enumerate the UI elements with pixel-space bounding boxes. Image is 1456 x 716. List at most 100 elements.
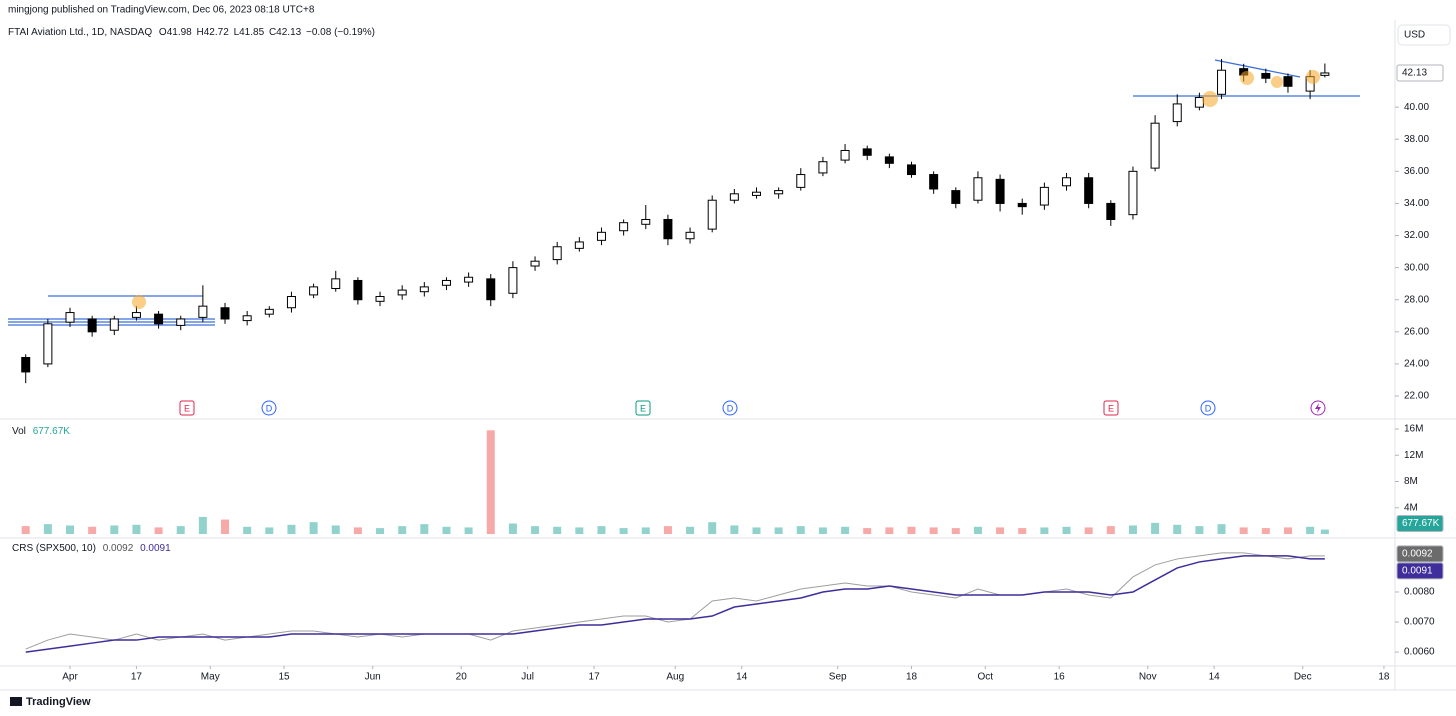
candle-body — [1217, 69, 1227, 95]
highlight — [1202, 91, 1218, 107]
y-tick-label: 24.00 — [1404, 359, 1429, 370]
event-label: D — [727, 403, 734, 413]
candle-body — [574, 241, 584, 249]
last-crs-ma: 0.0091 — [1402, 566, 1433, 577]
highlight — [1271, 76, 1283, 88]
x-tick-label: Sep — [829, 672, 847, 683]
volume-bar — [1173, 524, 1182, 534]
candle-body — [973, 177, 983, 201]
candle-body — [751, 191, 761, 196]
volume-bar — [553, 526, 562, 534]
volume-bar — [907, 526, 916, 534]
event-badge[interactable] — [1200, 400, 1216, 416]
highlight — [132, 295, 146, 309]
event-badge[interactable] — [179, 400, 195, 416]
ohlc-value: 41.98 — [167, 27, 192, 38]
change: −0.08 (−0.19%) — [306, 27, 375, 38]
volume-bar — [1040, 527, 1049, 534]
candle-body — [774, 190, 784, 195]
legend: FTAI Aviation Ltd., 1D, NASDAQ O41.98 H4… — [8, 27, 375, 38]
event-badge[interactable] — [722, 400, 738, 416]
volume-last: 677.67K — [33, 426, 71, 437]
volume-bar — [1283, 527, 1292, 534]
candle-body — [264, 308, 274, 315]
candle-body — [1320, 72, 1330, 76]
candle-body — [685, 231, 695, 240]
candle-body — [1106, 202, 1116, 220]
candle-body — [907, 164, 917, 176]
volume-bar — [353, 527, 362, 534]
volume-bar — [66, 525, 75, 534]
y-tick-label: 32.00 — [1404, 230, 1429, 241]
volume-bar — [841, 526, 850, 534]
volume-bar — [221, 519, 230, 534]
last-price: 42.13 — [1402, 68, 1427, 79]
x-tick-label: 17 — [589, 672, 601, 683]
currency[interactable]: USD — [1404, 30, 1425, 41]
event-badge[interactable] — [1103, 400, 1119, 416]
candle-body — [353, 279, 363, 301]
x-tick-label: 17 — [131, 672, 143, 683]
volume-bar — [1128, 525, 1137, 534]
x-tick-label: 16 — [1054, 672, 1066, 683]
candle-body — [242, 315, 252, 322]
candle-body — [884, 156, 894, 164]
ohlc-label: H — [197, 27, 204, 38]
y-tick-label: 0.0070 — [1404, 617, 1435, 628]
event-icon-bolt — [1315, 403, 1321, 413]
candle-body — [286, 296, 296, 309]
indicator-name: CRS (SPX500, 10) — [12, 543, 96, 554]
candle-body — [818, 161, 828, 174]
candle-body — [43, 323, 53, 365]
y-tick-label: 40.00 — [1404, 102, 1429, 113]
y-tick-label: 12M — [1404, 450, 1423, 461]
volume-bar — [1261, 528, 1270, 534]
y-tick-label: 30.00 — [1404, 262, 1429, 273]
volume-bar — [619, 528, 628, 534]
trend-line[interactable] — [1214, 59, 1301, 78]
candle-body — [397, 289, 407, 296]
candle-body — [1039, 186, 1049, 206]
y-tick-label: 0.0080 — [1404, 587, 1435, 598]
last-crs-bg — [1396, 545, 1444, 563]
candle-body — [1150, 122, 1160, 169]
x-tick-label: Jul — [521, 672, 534, 683]
candle-body — [486, 278, 496, 301]
volume-bar — [486, 430, 495, 534]
last-volume-bg — [1396, 515, 1444, 533]
candle-body — [641, 218, 651, 225]
y-tick-label: 4M — [1404, 502, 1418, 513]
event-icon[interactable] — [1310, 400, 1326, 416]
event-label: E — [1108, 403, 1114, 413]
candle-body — [508, 267, 518, 294]
event-badge[interactable] — [635, 400, 651, 416]
candle-body — [1128, 170, 1138, 216]
indicator-line — [25, 555, 1325, 653]
volume-bar — [951, 528, 960, 534]
highlight — [1306, 70, 1320, 84]
candle-body — [21, 356, 31, 373]
volume-bar — [43, 524, 52, 534]
x-tick-label: Aug — [666, 672, 684, 683]
candle-body — [596, 231, 606, 241]
volume-bar — [929, 527, 938, 534]
event-label: E — [184, 403, 190, 413]
volume-bar — [597, 526, 606, 534]
volume-bar — [508, 523, 517, 534]
x-tick-label: 18 — [1378, 672, 1390, 683]
volume-bar — [885, 527, 894, 534]
last-crs: 0.0092 — [1402, 549, 1433, 560]
volume-bar — [686, 526, 695, 534]
x-tick-label: Jun — [365, 672, 381, 683]
indicator-last: 0.0091 — [140, 543, 171, 554]
currency-box[interactable] — [1397, 24, 1451, 46]
volume-bar — [88, 526, 97, 534]
volume-bar — [1306, 526, 1315, 534]
y-tick-label: 36.00 — [1404, 166, 1429, 177]
volume-bar — [1217, 524, 1226, 534]
x-tick-label: 18 — [906, 672, 918, 683]
volume-bar — [331, 525, 340, 534]
volume-bar — [996, 527, 1005, 534]
event-badge[interactable] — [261, 400, 277, 416]
volume-bar — [1151, 522, 1160, 534]
